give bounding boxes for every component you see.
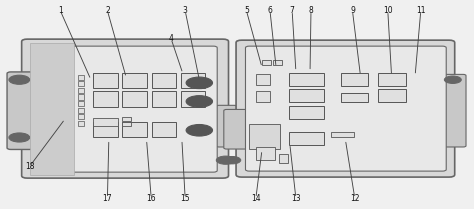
- Bar: [93, 91, 118, 107]
- Bar: [93, 122, 118, 138]
- Text: 1: 1: [58, 6, 63, 15]
- Circle shape: [9, 75, 30, 84]
- Bar: [122, 73, 147, 88]
- Text: 3: 3: [183, 6, 188, 15]
- Bar: [249, 124, 280, 149]
- Bar: [78, 114, 84, 119]
- Bar: [152, 73, 176, 88]
- Bar: [78, 101, 84, 106]
- Circle shape: [216, 156, 235, 164]
- FancyBboxPatch shape: [224, 110, 248, 149]
- FancyBboxPatch shape: [236, 40, 455, 177]
- Text: 11: 11: [416, 6, 426, 15]
- FancyBboxPatch shape: [246, 46, 446, 171]
- Text: 18: 18: [25, 162, 35, 171]
- Text: 12: 12: [350, 194, 360, 203]
- Text: 6: 6: [267, 6, 273, 15]
- Bar: [30, 43, 74, 175]
- Bar: [78, 88, 84, 93]
- Bar: [78, 94, 84, 99]
- Bar: [289, 89, 324, 102]
- Circle shape: [186, 96, 212, 107]
- Bar: [78, 75, 84, 80]
- Bar: [262, 60, 271, 65]
- Bar: [273, 60, 282, 65]
- Bar: [78, 121, 84, 126]
- Bar: [289, 73, 324, 86]
- Bar: [78, 108, 84, 113]
- Bar: [78, 81, 84, 86]
- Circle shape: [186, 77, 212, 89]
- Text: 2: 2: [105, 6, 110, 15]
- Circle shape: [186, 125, 212, 136]
- Bar: [181, 91, 205, 107]
- FancyBboxPatch shape: [71, 46, 217, 172]
- Bar: [256, 74, 270, 85]
- Bar: [122, 91, 147, 107]
- Circle shape: [194, 99, 205, 104]
- Bar: [341, 73, 368, 86]
- Bar: [256, 147, 275, 160]
- FancyBboxPatch shape: [22, 39, 228, 178]
- Bar: [122, 122, 131, 126]
- Text: 8: 8: [309, 6, 313, 15]
- Text: 4: 4: [169, 34, 173, 43]
- Text: 9: 9: [350, 6, 355, 15]
- Circle shape: [194, 80, 205, 85]
- Bar: [122, 122, 147, 138]
- Circle shape: [194, 128, 205, 133]
- Text: 5: 5: [244, 6, 249, 15]
- Text: 13: 13: [291, 194, 301, 203]
- Text: 10: 10: [383, 6, 392, 15]
- Circle shape: [224, 157, 241, 164]
- Text: 7: 7: [290, 6, 294, 15]
- Circle shape: [444, 76, 461, 83]
- Bar: [289, 132, 324, 145]
- Bar: [256, 91, 270, 102]
- Bar: [341, 93, 368, 102]
- Text: 15: 15: [180, 194, 190, 203]
- FancyBboxPatch shape: [442, 74, 466, 147]
- Text: 14: 14: [251, 194, 261, 203]
- Bar: [122, 117, 131, 121]
- Bar: [378, 89, 406, 102]
- FancyBboxPatch shape: [7, 72, 34, 149]
- Text: 16: 16: [146, 194, 156, 203]
- Circle shape: [9, 133, 30, 142]
- Bar: [331, 132, 354, 138]
- FancyBboxPatch shape: [216, 105, 237, 147]
- Bar: [378, 73, 406, 86]
- Bar: [93, 118, 118, 126]
- Bar: [152, 91, 176, 107]
- Bar: [181, 73, 205, 88]
- Bar: [289, 106, 324, 119]
- Bar: [279, 154, 288, 163]
- Bar: [152, 122, 176, 138]
- Bar: [93, 73, 118, 88]
- Text: 17: 17: [102, 194, 112, 203]
